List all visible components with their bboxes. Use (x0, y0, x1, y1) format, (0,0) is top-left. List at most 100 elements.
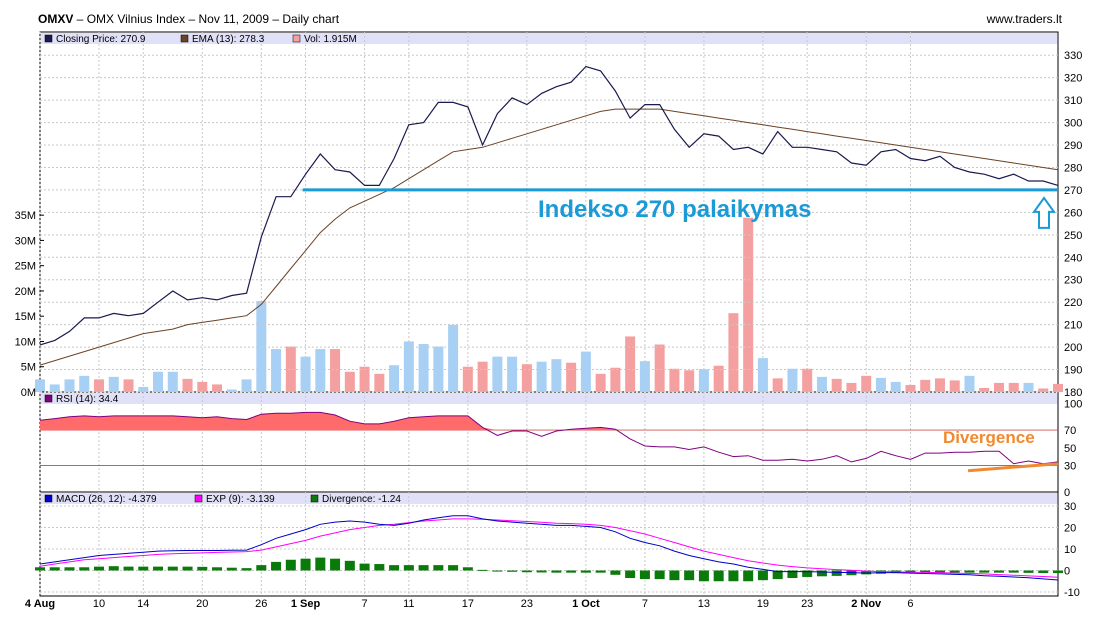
legend-label: Vol: 1.915M (304, 34, 357, 45)
volume-tick-label: 15M (15, 311, 36, 323)
rsi-line (39, 411, 1059, 465)
volume-bar (197, 381, 208, 392)
legend-swatch (44, 394, 53, 403)
volume-bar (271, 349, 282, 392)
x-tick-label: 6 (907, 598, 913, 610)
price-tick-label: 330 (1064, 50, 1082, 62)
macd-divergence-bar (448, 565, 459, 571)
volume-bar (212, 384, 223, 392)
macd-divergence-bar (167, 566, 178, 571)
price-tick-label: 250 (1064, 230, 1082, 242)
volume-bar (64, 379, 75, 392)
volume-bar (625, 336, 636, 392)
macd-divergence-bar (64, 567, 75, 571)
site-url[interactable]: www.traders.lt (986, 12, 1062, 26)
x-tick-label: 23 (801, 598, 813, 610)
volume-bar (566, 362, 577, 392)
volume-bar (920, 379, 931, 392)
volume-bar (359, 366, 370, 392)
macd-divergence-bar (477, 569, 488, 571)
x-tick-label: 19 (757, 598, 769, 610)
volume-tick-label: 5M (21, 362, 36, 374)
legend-swatch (44, 34, 53, 43)
macd-legend-label: EXP (9): -3.139 (206, 494, 275, 505)
x-tick-label: 7 (642, 598, 648, 610)
macd-divergence-bar (374, 564, 385, 571)
price-tick-label: 270 (1064, 185, 1082, 197)
macd-divergence-bar (536, 570, 547, 573)
volume-bar (743, 217, 754, 392)
volume-bar (153, 371, 164, 392)
volume-bar (639, 361, 650, 392)
macd-divergence-bar (330, 558, 341, 571)
macd-divergence-bar (772, 570, 783, 580)
legend-label: EMA (13): 278.3 (192, 34, 265, 45)
volume-bar (123, 379, 134, 392)
macd-divergence-bar (949, 570, 960, 573)
volume-bar (846, 382, 857, 392)
macd-divergence-bar (108, 566, 119, 571)
x-tick-label: 17 (462, 598, 474, 610)
macd-divergence-bar (197, 566, 208, 571)
volume-bar (816, 376, 827, 392)
price-tick-label: 220 (1064, 297, 1082, 309)
volume-tick-label: 10M (15, 336, 36, 348)
legend-swatch (194, 494, 203, 503)
macd-divergence-bar (684, 570, 695, 581)
volume-bar (875, 377, 886, 392)
macd-divergence-bar (993, 570, 1004, 573)
volume-bar (536, 361, 547, 392)
macd-divergence-bar (566, 570, 577, 573)
x-tick-label: 26 (255, 598, 267, 610)
volume-bar (403, 341, 414, 392)
macd-tick-label: 20 (1064, 523, 1076, 535)
macd-tick-label: 0 (1064, 566, 1070, 578)
volume-bar (802, 368, 813, 392)
x-tick-label: 10 (93, 598, 105, 610)
volume-bar (610, 367, 621, 392)
legend-swatch (180, 34, 189, 43)
macd-tick-label: 10 (1064, 544, 1076, 556)
volume-bar (507, 356, 518, 392)
macd-divergence-bar (713, 570, 724, 582)
volume-bar (94, 379, 105, 392)
macd-divergence-bar (79, 567, 90, 571)
price-tick-label: 280 (1064, 162, 1082, 174)
macd-divergence-bar (787, 570, 798, 579)
macd-divergence-bar (433, 565, 444, 571)
volume-bar (374, 373, 385, 392)
close-price-line (39, 65, 1059, 346)
macd-divergence-bar (256, 565, 267, 571)
volume-tick-label: 25M (15, 261, 36, 273)
macd-divergence-bar (728, 570, 739, 582)
macd-tick-label: 30 (1064, 501, 1076, 513)
volume-bar (713, 365, 724, 392)
volume-bar (684, 370, 695, 392)
macd-divergence-bar (153, 566, 164, 571)
price-tick-label: 300 (1064, 118, 1082, 130)
plot-frame (39, 31, 1059, 597)
macd-divergence-bar (1053, 570, 1063, 574)
legend-bar (41, 393, 1057, 404)
chart-subtitle: OMX Vilnius Index – Nov 11, 2009 – Daily… (86, 12, 340, 26)
macd-divergence-bar (271, 561, 282, 571)
volume-bar (787, 368, 798, 392)
macd-divergence-bar (418, 565, 429, 571)
volume-bar (905, 384, 916, 392)
volume-bar (330, 349, 341, 392)
x-tick-label: 1 Oct (572, 598, 600, 610)
macd-divergence-bar (1023, 570, 1034, 573)
macd-divergence-bar (344, 560, 355, 571)
volume-bar (182, 378, 193, 392)
macd-divergence-bar (241, 568, 252, 571)
volume-bar (389, 365, 400, 392)
macd-divergence-bar (462, 567, 473, 571)
macd-divergence-bar (492, 570, 503, 572)
macd-tick-label: -10 (1064, 587, 1080, 599)
macd-divergence-bar (315, 557, 326, 571)
volume-bar (462, 366, 473, 392)
chart-header: OMXV – OMX Vilnius Index – Nov 11, 2009 … (38, 10, 1062, 28)
divergence-annotation: Divergence (943, 428, 1035, 447)
macd-divergence-bar (934, 570, 945, 573)
